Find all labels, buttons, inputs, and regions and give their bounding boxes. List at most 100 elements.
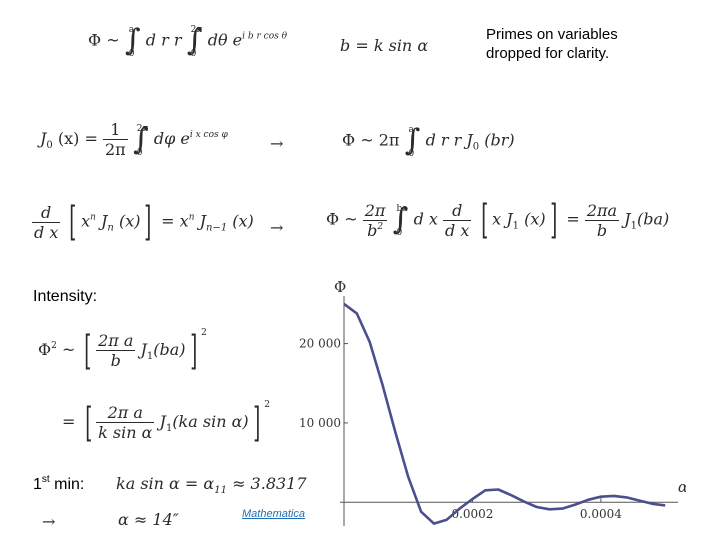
x-axis-name: α bbox=[678, 478, 686, 496]
first-min-number: 1 bbox=[33, 476, 42, 493]
y-axis-name: Φ bbox=[334, 278, 346, 296]
phi-result-coef-b: b bbox=[367, 220, 378, 240]
intensity-2-J-sub: 1 bbox=[165, 423, 173, 434]
phi-result-coef-den: b2 bbox=[363, 221, 388, 240]
intensity-1-J-sub: 1 bbox=[146, 351, 154, 362]
clarity-note-line2: dropped for clarity. bbox=[486, 45, 610, 62]
bessel-arg: (x) = bbox=[57, 129, 98, 148]
integral-r-sign: ∫ a 0 bbox=[125, 25, 141, 59]
intensity-lhs-sq: 2 bbox=[51, 341, 57, 351]
dtheta-term: dθ e bbox=[207, 30, 243, 50]
clarity-note-line1: Primes on variables bbox=[486, 26, 618, 43]
intensity-1-den: b bbox=[110, 351, 121, 370]
phi-result-arg: (x) bbox=[524, 209, 546, 229]
phi-exponent: i b r cos θ bbox=[242, 31, 288, 42]
phi-result-coef: 2π b2 bbox=[362, 201, 388, 240]
x-tick-label: 0.0004 bbox=[580, 507, 622, 521]
phi-result-right-bracket: ] bbox=[549, 197, 557, 243]
intensity-1-arg: (ba) bbox=[153, 340, 186, 359]
bessel-definition: J0 (x) = 1 2π ∫ 2π 0 dφ ei x cos φ bbox=[40, 120, 228, 159]
phi-result-d-num: d bbox=[443, 201, 472, 221]
right-bracket: ] bbox=[144, 199, 152, 245]
arrow-3: → bbox=[42, 512, 56, 531]
mathematica-link[interactable]: Mathematica bbox=[242, 508, 305, 520]
bessel-exponent: i x cos φ bbox=[189, 130, 228, 140]
recurrence-d-den: d x bbox=[34, 222, 59, 242]
first-min-expr: ka sin α = α bbox=[116, 474, 215, 493]
intensity-tilde: ~ bbox=[61, 340, 76, 359]
intensity-label: Intensity: bbox=[33, 288, 98, 305]
phi-bessel-body: d r r J bbox=[425, 130, 473, 150]
chart-axes bbox=[340, 296, 678, 526]
phi-result-dx: d x bbox=[413, 209, 438, 229]
x-tick-label: 0.0002 bbox=[451, 507, 493, 521]
bessel-coef-den: 2π bbox=[104, 140, 126, 159]
y-tick-label: 20 000 bbox=[299, 337, 341, 351]
left-bracket: [ bbox=[69, 199, 77, 245]
phi-bessel-integral-sign: ∫ a 0 bbox=[404, 125, 421, 159]
phi-lhs: Φ ~ bbox=[88, 30, 120, 50]
bessel-coef: 1 2π bbox=[102, 120, 128, 159]
first-min-label: 1st min: bbox=[33, 474, 84, 494]
phi-bessel-lower: 0 bbox=[408, 149, 415, 159]
bessel-integral-sign: ∫ 2π 0 bbox=[133, 124, 149, 158]
bessel-coef-num: 1 bbox=[102, 120, 128, 140]
phi-bessel-upper: a bbox=[408, 125, 414, 135]
bessel-body: dφ e bbox=[153, 129, 190, 148]
chart-series-line bbox=[343, 302, 666, 525]
clarity-note: Primes on variables dropped for clarity. bbox=[486, 25, 618, 63]
integral-theta-sign: ∫ 2π 0 bbox=[187, 25, 203, 59]
phi-result-rhs-num: 2πa bbox=[584, 200, 620, 221]
phi-result-integral-sign: ∫ ba 0 bbox=[393, 204, 409, 238]
phi-result-d-den: d x bbox=[445, 220, 470, 240]
phi-result-eq: = bbox=[566, 209, 580, 229]
recurrence-x-pow: n bbox=[90, 212, 96, 223]
first-min-approx: ≈ 3.8317 bbox=[232, 474, 307, 493]
bessel-integral-upper: 2π bbox=[136, 123, 149, 134]
phi-result-rhs-arg: (ba) bbox=[636, 209, 670, 229]
arrow-1: → bbox=[270, 134, 284, 153]
intensity-1-sq: 2 bbox=[201, 328, 207, 338]
intensity-1-num: 2π a bbox=[96, 331, 136, 351]
intensity-2-num: 2π a bbox=[96, 403, 155, 423]
recurrence-rhs-sub: n−1 bbox=[206, 222, 228, 234]
phi-result-coef-sq: 2 bbox=[377, 221, 384, 232]
phi-integral-equation: Φ ~ ∫ a 0 d r r ∫ 2π 0 dθ ei b r cos θ bbox=[88, 25, 288, 59]
recurrence-x: x bbox=[81, 211, 91, 231]
phi-result-rhs-den: b bbox=[596, 220, 608, 240]
phi-result-left-bracket: [ bbox=[480, 197, 488, 243]
first-min-suffix: st bbox=[41, 474, 50, 485]
intensity-1-right-bracket: ] bbox=[189, 327, 197, 374]
phi-result-upper: ba bbox=[396, 204, 408, 214]
intensity-lhs: Φ bbox=[38, 340, 52, 359]
bessel-integral-lower: 0 bbox=[136, 147, 143, 158]
intensity-2-arg: (ka sin α) bbox=[172, 412, 249, 431]
recurrence-arg: (x) bbox=[118, 211, 141, 231]
integral-theta-upper: 2π bbox=[190, 25, 203, 35]
phi-result-rhs-coef: 2πa b bbox=[584, 200, 620, 240]
phi-result-xj: x J bbox=[492, 209, 513, 229]
arrow-2: → bbox=[270, 218, 284, 237]
angle-result: α ≈ 14″ bbox=[118, 510, 179, 529]
phi-bessel-arg: (br) bbox=[484, 130, 515, 150]
b-definition: b = k sin α bbox=[340, 36, 429, 55]
phi-result-lower: 0 bbox=[396, 228, 403, 238]
phi-result-xj-sub: 1 bbox=[512, 220, 520, 232]
intensity-2-eq: = bbox=[62, 412, 76, 431]
intensity-2-den: k sin α bbox=[98, 423, 153, 442]
integral-r-lower: 0 bbox=[128, 49, 135, 59]
y-tick-label: 10 000 bbox=[299, 416, 341, 430]
first-min-sub: 11 bbox=[214, 485, 227, 496]
intensity-2-left-bracket: [ bbox=[84, 399, 92, 446]
phi-bessel-lhs: Φ ~ 2π bbox=[342, 130, 400, 150]
intensity-1-left-bracket: [ bbox=[84, 327, 92, 374]
recurrence-rhs-J: J bbox=[199, 211, 206, 231]
phi-bessel-equation: Φ ~ 2π ∫ a 0 d r r J0 (br) bbox=[342, 125, 515, 159]
